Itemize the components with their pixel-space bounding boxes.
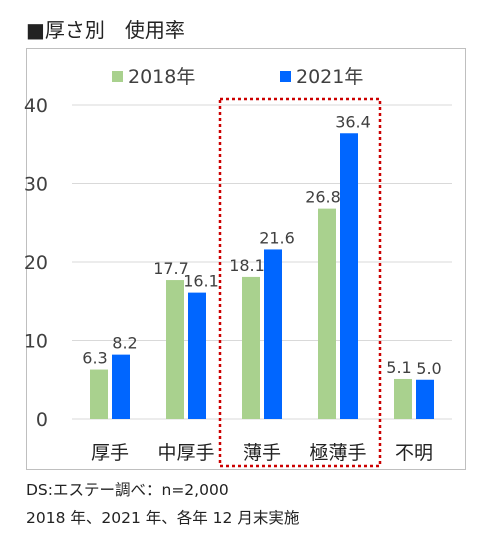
data-label: 5.1 bbox=[386, 358, 411, 377]
survey-note: 2018 年、2021 年、各年 12 月末実施 bbox=[26, 509, 300, 527]
chart-title: ■厚さ別 使用率 bbox=[26, 18, 185, 42]
data-label: 5.0 bbox=[416, 359, 441, 378]
bar-2021 bbox=[340, 133, 358, 419]
bar-2018 bbox=[394, 378, 412, 419]
legend-swatch bbox=[280, 71, 291, 82]
data-label: 21.6 bbox=[259, 228, 295, 247]
source-note: DS:エステー調べ：n=2,000 bbox=[26, 481, 229, 499]
data-label: 17.7 bbox=[153, 259, 189, 278]
data-label: 26.8 bbox=[305, 188, 341, 207]
chart-frame bbox=[26, 48, 466, 470]
x-tick-label: 極薄手 bbox=[309, 442, 366, 464]
x-tick-label: 不明 bbox=[395, 442, 433, 464]
data-label: 18.1 bbox=[229, 256, 265, 275]
data-label: 8.2 bbox=[112, 334, 137, 353]
y-tick-label: 10 bbox=[24, 331, 48, 353]
y-tick-label: 30 bbox=[24, 174, 48, 196]
x-tick-label: 厚手 bbox=[91, 442, 129, 464]
legend-swatch bbox=[112, 71, 123, 82]
bar-2018 bbox=[318, 208, 336, 419]
bar-2021 bbox=[112, 354, 130, 419]
bar-2021 bbox=[264, 249, 282, 419]
y-tick-label: 40 bbox=[24, 95, 48, 117]
bar-2018 bbox=[90, 369, 108, 419]
x-tick-label: 薄手 bbox=[243, 442, 281, 464]
data-label: 36.4 bbox=[335, 112, 371, 131]
highlight-box bbox=[218, 97, 382, 468]
data-label: 6.3 bbox=[82, 349, 107, 368]
bar-2018 bbox=[242, 276, 260, 419]
data-label: 16.1 bbox=[183, 272, 219, 291]
legend-label: 2018年 bbox=[128, 66, 195, 88]
bar-2018 bbox=[166, 280, 184, 419]
x-tick-label: 中厚手 bbox=[157, 442, 214, 464]
bar-2021 bbox=[416, 379, 434, 419]
bar-2021 bbox=[188, 292, 206, 419]
legend-label: 2021年 bbox=[296, 66, 363, 88]
y-tick-label: 20 bbox=[24, 252, 48, 274]
y-tick-label: 0 bbox=[36, 409, 48, 431]
